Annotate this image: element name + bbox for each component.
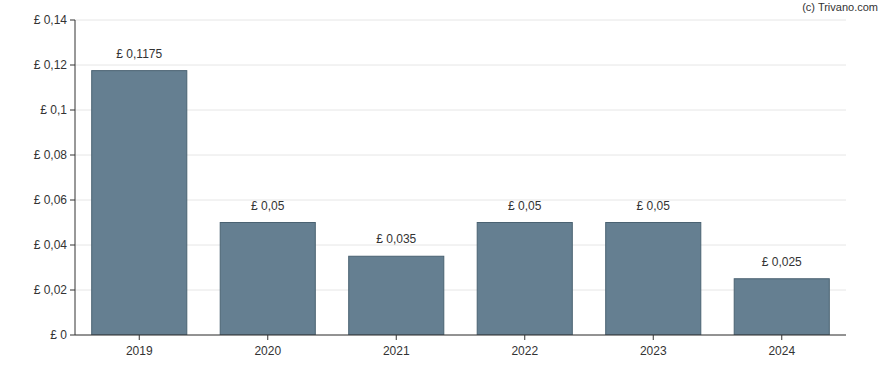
data-label: £ 0,1175 [116,47,162,61]
grid-line [75,20,846,21]
x-tick [524,335,525,340]
y-axis [75,20,76,335]
chart-container: £ 0 £ 0,02 £ 0,04 £ 0,06 £ 0,08 £ 0,1 £ 0,12 £ … [0,0,888,370]
x-tick [139,335,140,340]
y-tick-label: £ 0 [50,328,67,342]
x-tick-label: 2019 [126,344,153,358]
x-tick [396,335,397,340]
data-label: £ 0,05 [251,199,285,213]
grid-line [75,65,846,66]
chart-svg: £ 0 £ 0,02 £ 0,04 £ 0,06 £ 0,08 £ 0,1 £ 0,12 £ … [0,0,888,370]
y-tick-label: £ 0,04 [34,238,68,252]
grid-line [75,245,846,246]
x-axis [75,335,846,336]
bar [477,223,572,336]
grid-line [75,335,846,336]
grid-line [75,110,846,111]
bars [92,71,830,335]
grid-line [75,155,846,156]
x-tick [267,335,268,340]
x-tick-label: 2021 [383,344,410,358]
y-tick-label: £ 0,1 [40,103,67,117]
x-tick-label: 2023 [640,344,667,358]
bar [606,223,701,336]
y-tick [70,110,75,111]
x-tick-label: 2022 [511,344,538,358]
x-tick [653,335,654,340]
data-label: £ 0,035 [376,232,416,246]
data-label: £ 0,025 [762,255,802,269]
y-tick-label: £ 0,14 [34,13,68,27]
y-tick-label: £ 0,08 [34,148,68,162]
y-tick-label: £ 0,06 [34,193,68,207]
y-tick [70,155,75,156]
x-tick-label: 2020 [254,344,281,358]
source: (c) Trivano.com [802,1,878,13]
bar [220,223,315,336]
y-tick-label: £ 0,12 [34,58,68,72]
data-label: £ 0,05 [637,199,671,213]
y-tick [70,65,75,66]
grid-line [75,200,846,201]
y-tick [70,335,75,336]
y-tick [70,200,75,201]
bar [349,256,444,335]
grid-line [75,290,846,291]
x-tick-label: 2024 [768,344,795,358]
y-tick-label: £ 0,02 [34,283,68,297]
y-tick [70,245,75,246]
data-label: £ 0,05 [508,199,542,213]
y-tick [70,290,75,291]
y-tick [70,20,75,21]
x-tick [781,335,782,340]
bar [92,71,187,335]
bar [734,279,829,335]
